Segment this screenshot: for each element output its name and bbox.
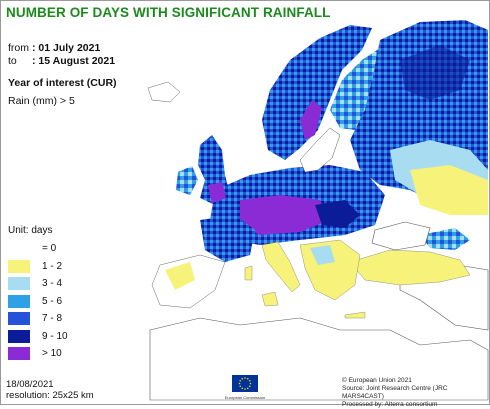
to-value: : 15 August 2021 — [32, 55, 116, 67]
resolution: resolution: 25x25 km — [6, 390, 94, 401]
credit-copyright: © European Union 2021 — [342, 377, 412, 384]
variable-description: Rain (mm) > 5 — [8, 95, 75, 107]
legend-swatch — [8, 259, 30, 273]
eu-star — [241, 377, 244, 380]
region-iceland — [147, 81, 181, 103]
baltic-sea — [299, 127, 341, 173]
eu-star — [239, 379, 242, 382]
logo-caption: European Commission — [225, 395, 265, 400]
legend-swatch — [8, 294, 30, 308]
legend-swatch — [8, 312, 30, 326]
legend-swatch — [8, 277, 30, 291]
footer-info: 18/08/2021 resolution: 25x25 km — [6, 379, 94, 401]
eu-star — [244, 388, 246, 390]
date-to-row: to : 15 August 2021 — [8, 55, 115, 68]
eu-star — [246, 387, 249, 390]
eu-star — [238, 382, 241, 385]
eu-star — [239, 385, 242, 388]
from-value: : 01 July 2021 — [32, 42, 101, 54]
legend-swatch — [8, 242, 30, 256]
credit-source: Source: Joint Research Centre (JRC MARS4… — [342, 385, 448, 400]
to-label: to — [8, 55, 17, 67]
legend: Unit: days = 0 1 - 2 3 - 4 5 - 6 7 - 8 9 - 10… — [8, 225, 68, 363]
legend-label: 5 - 6 — [42, 295, 63, 307]
legend-label: > 10 — [42, 348, 62, 360]
eu-star — [248, 379, 251, 382]
legend-swatch — [8, 329, 30, 343]
eu-star — [246, 377, 249, 380]
region-islands — [244, 265, 366, 319]
date-range: from: 01 July 2021 to : 15 August 2021 — [8, 42, 115, 68]
region-russia — [350, 20, 488, 215]
region-iberia-france — [151, 215, 255, 309]
year-of-interest: Year of interest (CUR) — [8, 77, 117, 89]
region-italy-balkans — [261, 239, 361, 301]
eu-star — [248, 385, 251, 388]
legend-label: 9 - 10 — [42, 330, 68, 342]
legend-item: 9 - 10 — [8, 328, 68, 346]
legend-label: 3 - 4 — [42, 278, 63, 290]
credit-processor: Processed by: Alterra consortium — [342, 401, 438, 408]
legend-label: 7 - 8 — [42, 313, 63, 325]
legend-item: > 10 — [8, 345, 68, 363]
region-central-europe — [210, 165, 385, 245]
eu-star — [241, 387, 244, 390]
legend-label: = 0 — [42, 243, 57, 255]
legend-item: 5 - 6 — [8, 293, 68, 311]
eu-star — [244, 377, 246, 379]
region-turkey — [349, 228, 471, 286]
eu-star — [249, 382, 252, 385]
legend-unit: Unit: days — [8, 225, 53, 236]
legend-item: 3 - 4 — [8, 275, 68, 293]
legend-label: 1 - 2 — [42, 260, 63, 272]
date-from-row: from: 01 July 2021 — [8, 42, 115, 55]
legend-swatch — [8, 347, 30, 361]
black-sea — [371, 221, 431, 251]
region-british-isles — [176, 135, 230, 205]
credits: © European Union 2021 Source: Joint Rese… — [342, 377, 490, 409]
legend-item: = 0 — [8, 240, 68, 258]
from-label: from — [8, 42, 29, 54]
page-title: NUMBER OF DAYS WITH SIGNIFICANT RAINFALL — [6, 5, 331, 20]
legend-item: 1 - 2 — [8, 258, 68, 276]
issue-date: 18/08/2021 — [6, 379, 54, 390]
european-commission-logo: European Commission — [225, 375, 265, 400]
legend-item: 7 - 8 — [8, 310, 68, 328]
